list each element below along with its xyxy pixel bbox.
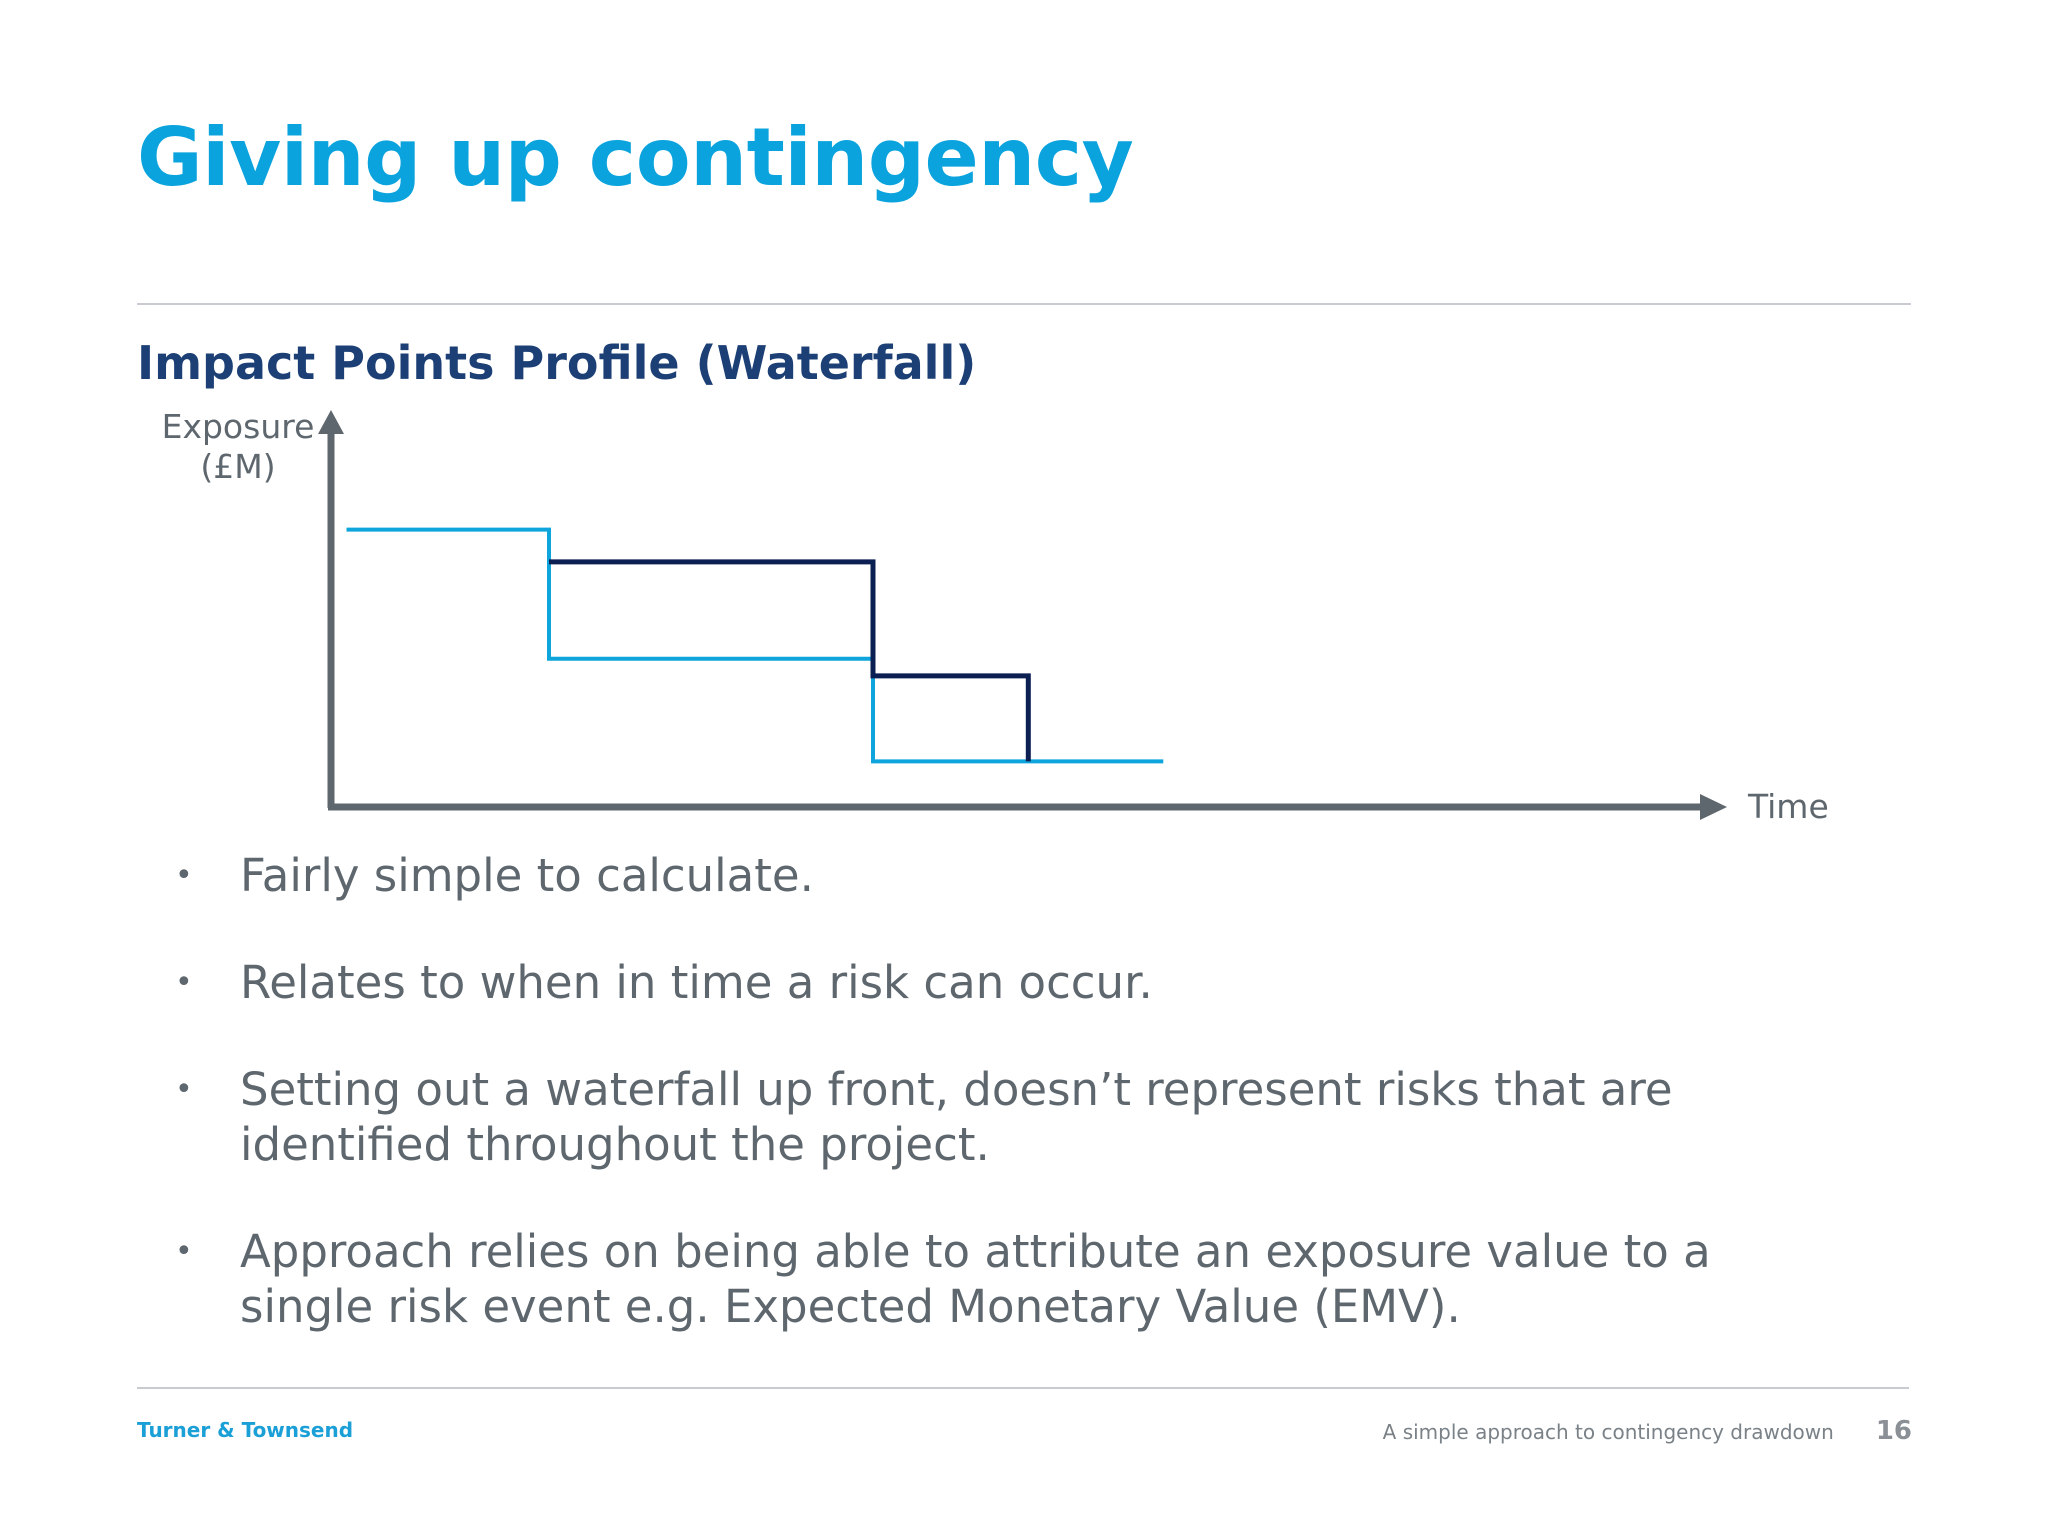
bullet-dot-icon: • [175,1072,193,1107]
footer-divider [137,1387,1909,1389]
chart-heading: Impact Points Profile (Waterfall) [137,336,977,390]
y-axis-label-line-1: Exposure [162,407,315,446]
series-line-2 [549,559,1031,762]
x-axis-label: Time [1747,787,1829,826]
bullet-text: Approach relies on being able to attribu… [240,1225,1711,1333]
footer-deck-title: A simple approach to contingency drawdow… [1382,1420,1834,1444]
slide-title: Giving up contingency [137,111,1134,204]
bullet-list: • Fairly simple to calculate. • Relates to … [170,848,1770,1386]
x-axis-arrowhead [1700,794,1727,820]
bullet-dot-icon: • [175,1234,193,1269]
bullet-text: Setting out a waterfall up front, doesn’… [240,1063,1673,1171]
waterfall-chart: Exposure (£M) Time [162,407,1829,826]
y-axis-label-line-2: (£M) [200,447,275,486]
bullet-dot-icon: • [175,858,193,893]
title-divider [137,303,1911,305]
bullet-item: • Relates to when in time a risk can occu… [170,955,1770,1010]
y-axis-arrowhead [318,410,344,434]
footer-brand: Turner & Townsend [137,1418,354,1442]
bullet-dot-icon: • [175,965,193,1000]
footer-right: A simple approach to contingency drawdow… [1383,1416,1912,1446]
bullet-item: • Setting out a waterfall up front, doesn… [170,1062,1770,1172]
bullet-text: Fairly simple to calculate. [240,849,814,902]
bullet-text: Relates to when in time a risk can occur… [240,956,1153,1009]
bullet-item: • Approach relies on being able to attrib… [170,1224,1770,1334]
bullet-item: • Fairly simple to calculate. [170,848,1770,903]
page-number: 16 [1875,1416,1912,1446]
series-line-1 [346,527,1164,764]
